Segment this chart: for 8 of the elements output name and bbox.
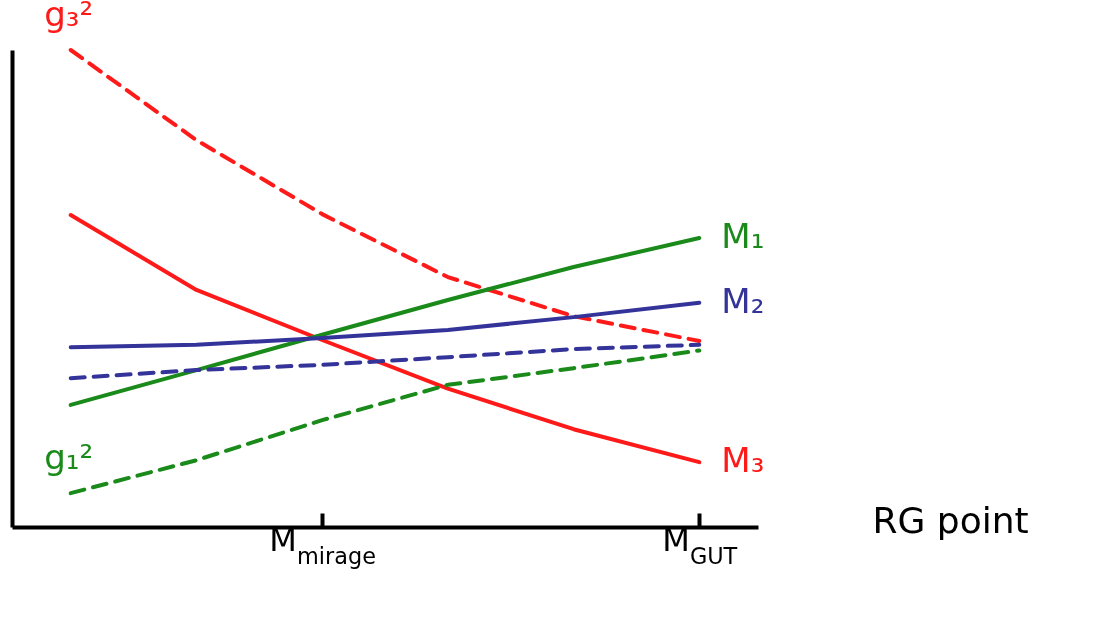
x-axis-title: RG point	[872, 499, 1029, 541]
series-label: M₂	[721, 280, 765, 321]
series-label: M₁	[721, 215, 765, 256]
series-label: M₃	[721, 440, 765, 481]
series-label: g₁²	[44, 437, 94, 478]
x-tick-label: M$_{GUT}$	[662, 520, 738, 569]
series-label: g₃²	[44, 0, 94, 34]
x-tick-label: M$_{mirage}$	[269, 520, 376, 569]
